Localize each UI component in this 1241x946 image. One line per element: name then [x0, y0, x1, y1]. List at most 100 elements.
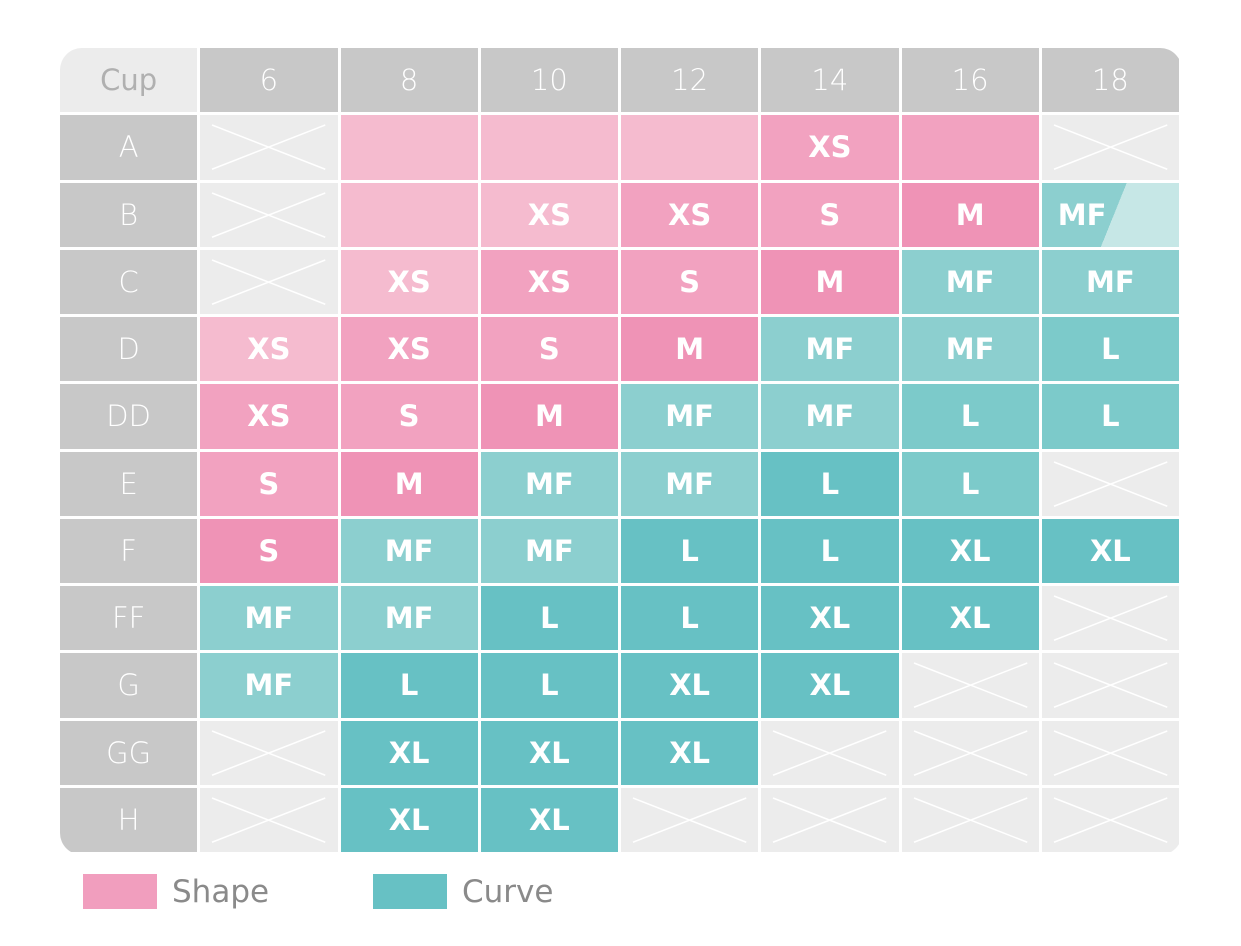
row-header: GG	[60, 720, 198, 785]
unavailable-cell	[901, 787, 1039, 852]
cross	[1053, 124, 1168, 171]
size-cell: MF	[1041, 249, 1179, 314]
size-cell: L	[901, 384, 1039, 449]
legend-label: Shape	[172, 873, 270, 910]
size-cell: XS	[200, 317, 338, 382]
unavailable-cell	[200, 115, 338, 180]
size-cell: XL	[621, 653, 759, 718]
legend-swatch	[83, 874, 157, 909]
size-cell: XS	[340, 317, 478, 382]
size-cell: L	[1041, 384, 1179, 449]
size-cell: XS	[200, 384, 338, 449]
cross	[1053, 729, 1168, 776]
cross	[1053, 460, 1168, 507]
size-cell: MF	[200, 653, 338, 718]
size-cell: XS	[480, 249, 618, 314]
size-cell: MF	[340, 586, 478, 651]
corner-header: Cup	[60, 48, 198, 113]
size-cell: MF	[200, 586, 338, 651]
size-cell: L	[340, 653, 478, 718]
row-header: B	[60, 182, 198, 247]
column-header: 12	[621, 48, 759, 113]
size-cell: XS	[340, 249, 478, 314]
legend-item: Shape	[83, 873, 270, 910]
row-header: DD	[60, 384, 198, 449]
size-cell: MF	[901, 249, 1039, 314]
size-cell: S	[621, 249, 759, 314]
size-cell: S	[200, 518, 338, 583]
size-cell: MF	[621, 384, 759, 449]
row-header: D	[60, 317, 198, 382]
unavailable-cell	[200, 720, 338, 785]
size-cell: L	[621, 586, 759, 651]
unavailable-cell	[1041, 451, 1179, 516]
size-cell	[340, 182, 478, 247]
size-cell: MF	[480, 518, 618, 583]
row-header: H	[60, 787, 198, 852]
size-cell: M	[761, 249, 899, 314]
size-cell: XL	[340, 787, 478, 852]
size-cell: XL	[621, 720, 759, 785]
cross	[1053, 662, 1168, 709]
cross	[1053, 595, 1168, 641]
column-header: 6	[200, 48, 338, 113]
size-cell: XL	[761, 586, 899, 651]
row-header: A	[60, 115, 198, 180]
unavailable-cell	[1041, 720, 1179, 785]
cross	[1053, 797, 1168, 843]
unavailable-cell	[1041, 787, 1179, 852]
size-cell: L	[480, 586, 618, 651]
unavailable-cell	[200, 787, 338, 852]
cross	[913, 662, 1028, 709]
cross	[772, 797, 887, 843]
size-cell: L	[761, 451, 899, 516]
column-header: 10	[480, 48, 618, 113]
size-cell	[480, 115, 618, 180]
size-cell: XS	[480, 182, 618, 247]
cross	[211, 259, 326, 305]
cross	[211, 191, 326, 238]
row-header: G	[60, 653, 198, 718]
row-header: E	[60, 451, 198, 516]
cross	[211, 124, 326, 171]
size-cell: M	[621, 317, 759, 382]
cross	[772, 729, 887, 776]
unavailable-cell	[901, 720, 1039, 785]
cross	[211, 797, 326, 843]
size-cell: S	[761, 182, 899, 247]
size-cell: XL	[480, 720, 618, 785]
size-cell: S	[340, 384, 478, 449]
size-cell: S	[480, 317, 618, 382]
size-cell: M	[340, 451, 478, 516]
cross	[632, 797, 747, 843]
size-cell: L	[761, 518, 899, 583]
unavailable-cell	[200, 249, 338, 314]
size-cell: XS	[761, 115, 899, 180]
size-cell: XL	[340, 720, 478, 785]
legend-swatch	[373, 874, 447, 909]
unavailable-cell	[901, 653, 1039, 718]
size-cell: XL	[901, 518, 1039, 583]
size-cell: L	[621, 518, 759, 583]
size-cell: XS	[621, 182, 759, 247]
unavailable-cell	[1041, 115, 1179, 180]
size-cell	[621, 115, 759, 180]
column-header: 8	[340, 48, 478, 113]
column-header: 14	[761, 48, 899, 113]
size-cell: L	[1041, 317, 1179, 382]
legend-label: Curve	[462, 873, 554, 910]
unavailable-cell	[761, 720, 899, 785]
size-cell: XL	[480, 787, 618, 852]
column-header: 18	[1041, 48, 1179, 113]
size-cell: S	[200, 451, 338, 516]
row-header: F	[60, 518, 198, 583]
unavailable-cell	[1041, 586, 1179, 651]
size-cell: MF	[480, 451, 618, 516]
unavailable-cell	[621, 787, 759, 852]
row-header: FF	[60, 586, 198, 651]
row-header: C	[60, 249, 198, 314]
cross	[913, 729, 1028, 776]
size-cell: L	[901, 451, 1039, 516]
size-cell: XL	[1041, 518, 1179, 583]
